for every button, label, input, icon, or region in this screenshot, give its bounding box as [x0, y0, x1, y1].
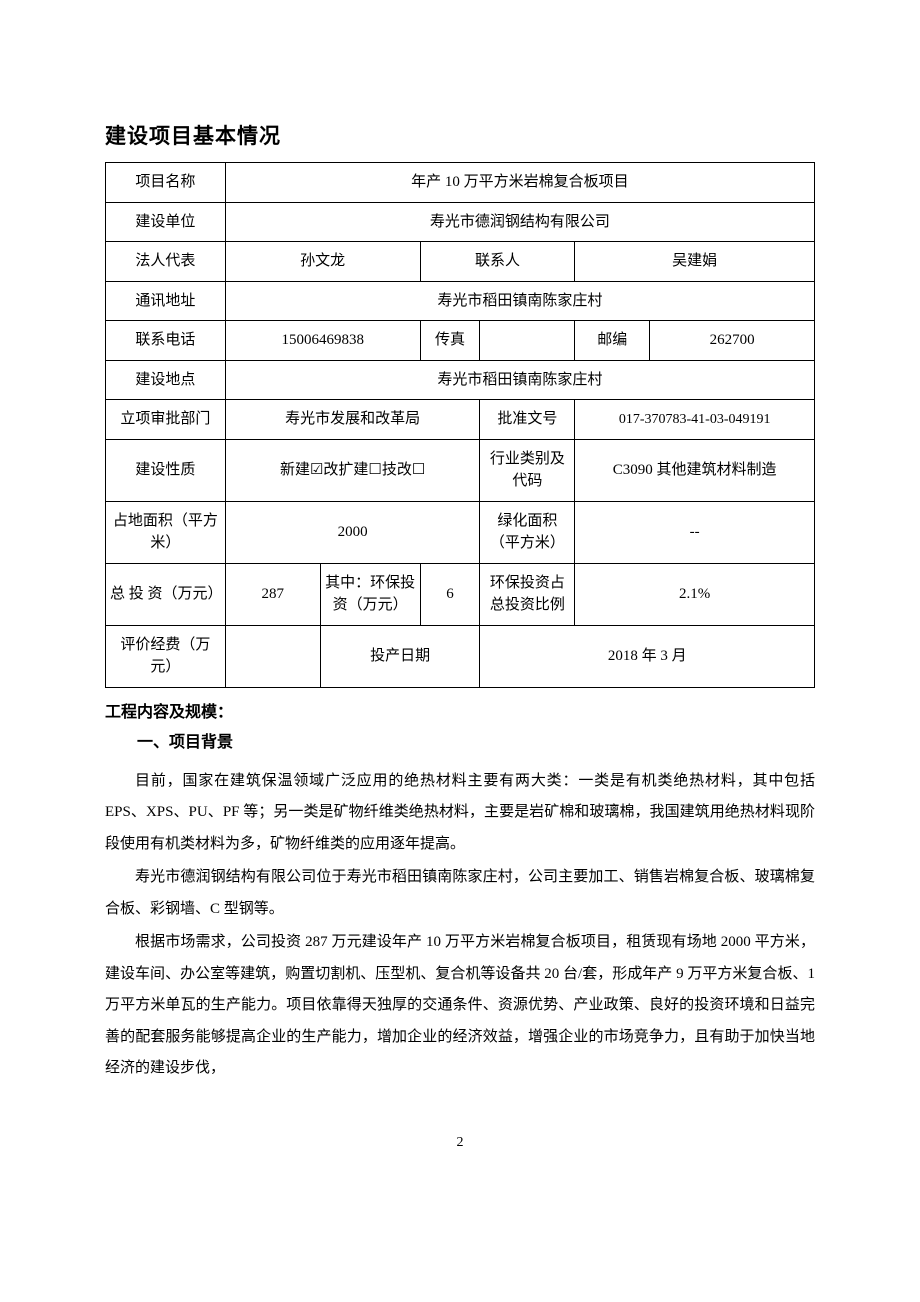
label-phone: 联系电话	[106, 321, 226, 361]
value-green-area: --	[575, 501, 815, 563]
value-industry-code: C3090 其他建筑材料制造	[575, 439, 815, 501]
value-address: 寿光市稻田镇南陈家庄村	[225, 281, 814, 321]
value-construction-nature: 新建☑改扩建☐技改☐	[225, 439, 480, 501]
value-land-area: 2000	[225, 501, 480, 563]
value-env-ratio: 2.1%	[575, 563, 815, 625]
label-location: 建设地点	[106, 360, 226, 400]
table-row: 建设性质 新建☑改扩建☐技改☐ 行业类别及代码 C3090 其他建筑材料制造	[106, 439, 815, 501]
label-env-ratio: 环保投资占总投资比例	[480, 563, 575, 625]
value-location: 寿光市稻田镇南陈家庄村	[225, 360, 814, 400]
sub-heading: 一、项目背景	[105, 728, 815, 752]
label-postcode: 邮编	[575, 321, 650, 361]
table-row: 总 投 资（万元） 287 其中：环保投资（万元） 6 环保投资占总投资比例 2…	[106, 563, 815, 625]
label-approval-dept: 立项审批部门	[106, 400, 226, 440]
value-legal-rep: 孙文龙	[225, 242, 420, 282]
value-eval-cost	[225, 625, 320, 687]
value-phone: 15006469838	[225, 321, 420, 361]
section-heading: 工程内容及规模：	[105, 698, 815, 722]
table-row: 法人代表 孙文龙 联系人 吴建娟	[106, 242, 815, 282]
label-project-name: 项目名称	[106, 163, 226, 203]
label-address: 通讯地址	[106, 281, 226, 321]
label-construction-unit: 建设单位	[106, 202, 226, 242]
label-eval-cost: 评价经费（万元）	[106, 625, 226, 687]
checkbox-label-expand: 改扩建	[323, 462, 368, 478]
value-total-investment: 287	[225, 563, 320, 625]
label-construction-nature: 建设性质	[106, 439, 226, 501]
label-green-area: 绿化面积（平方米）	[480, 501, 575, 563]
label-legal-rep: 法人代表	[106, 242, 226, 282]
label-fax: 传真	[420, 321, 480, 361]
page-title: 建设项目基本情况	[105, 120, 815, 150]
value-approval-dept: 寿光市发展和改革局	[225, 400, 480, 440]
checkbox-expand-icon: ☐	[368, 462, 381, 478]
table-row: 建设单位 寿光市德润钢结构有限公司	[106, 202, 815, 242]
table-row: 项目名称 年产 10 万平方米岩棉复合板项目	[106, 163, 815, 203]
checkbox-tech-icon: ☐	[412, 462, 425, 478]
label-industry-code: 行业类别及代码	[480, 439, 575, 501]
paragraph-2: 寿光市德润钢结构有限公司位于寿光市稻田镇南陈家庄村，公司主要加工、销售岩棉复合板…	[105, 862, 815, 925]
table-row: 通讯地址 寿光市稻田镇南陈家庄村	[106, 281, 815, 321]
label-contact: 联系人	[420, 242, 575, 282]
checkbox-label-new: 新建	[280, 462, 310, 478]
project-info-table: 项目名称 年产 10 万平方米岩棉复合板项目 建设单位 寿光市德润钢结构有限公司…	[105, 162, 815, 688]
label-production-date: 投产日期	[320, 625, 480, 687]
page-number: 2	[105, 1135, 815, 1151]
value-fax	[480, 321, 575, 361]
label-approval-num: 批准文号	[480, 400, 575, 440]
paragraph-3: 根据市场需求，公司投资 287 万元建设年产 10 万平方米岩棉复合板项目，租赁…	[105, 927, 815, 1085]
checkbox-label-tech: 技改	[382, 462, 412, 478]
value-env-investment: 6	[420, 563, 480, 625]
paragraph-1: 目前，国家在建筑保温领域广泛应用的绝热材料主要有两大类：一类是有机类绝热材料，其…	[105, 766, 815, 861]
value-construction-unit: 寿光市德润钢结构有限公司	[225, 202, 814, 242]
table-row: 占地面积（平方米） 2000 绿化面积（平方米） --	[106, 501, 815, 563]
value-project-name: 年产 10 万平方米岩棉复合板项目	[225, 163, 814, 203]
checkbox-new-icon: ☑	[310, 462, 323, 478]
label-land-area: 占地面积（平方米）	[106, 501, 226, 563]
table-row: 联系电话 15006469838 传真 邮编 262700	[106, 321, 815, 361]
value-production-date: 2018 年 3 月	[480, 625, 815, 687]
value-contact: 吴建娟	[575, 242, 815, 282]
label-env-investment: 其中：环保投资（万元）	[320, 563, 420, 625]
value-approval-num: 017-370783-41-03-049191	[575, 400, 815, 440]
table-row: 立项审批部门 寿光市发展和改革局 批准文号 017-370783-41-03-0…	[106, 400, 815, 440]
table-row: 建设地点 寿光市稻田镇南陈家庄村	[106, 360, 815, 400]
label-total-investment: 总 投 资（万元）	[106, 563, 226, 625]
table-row: 评价经费（万元） 投产日期 2018 年 3 月	[106, 625, 815, 687]
value-postcode: 262700	[650, 321, 815, 361]
